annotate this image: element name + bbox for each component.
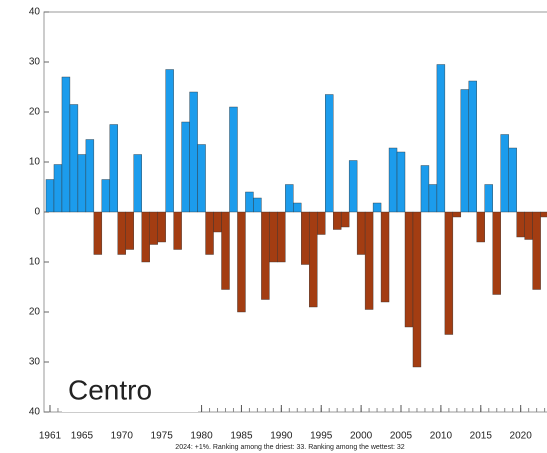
bar [85, 139, 95, 213]
bar [213, 211, 222, 233]
y-tick-label: 30 [29, 57, 41, 68]
bar [317, 211, 326, 235]
x-tick-label: 1961 [39, 431, 62, 442]
bar [476, 211, 485, 243]
bar [468, 80, 477, 213]
bar [348, 160, 358, 213]
y-tick-label: 10 [29, 157, 41, 168]
y-tick-label: 40 [29, 407, 41, 418]
x-tick-label: 1995 [310, 431, 333, 442]
bar [356, 211, 366, 255]
bar [444, 211, 454, 335]
x-tick-label: 2020 [510, 431, 533, 442]
bar [388, 147, 398, 213]
bar [141, 211, 150, 263]
bar [285, 184, 294, 213]
bar [93, 211, 103, 255]
bar [133, 154, 142, 213]
bar [77, 154, 87, 213]
footnote: 2024: +1%. Ranking among the driest: 33.… [175, 444, 405, 451]
bar [197, 144, 206, 213]
bar [293, 202, 302, 213]
bar [325, 94, 334, 213]
bar [309, 211, 318, 308]
bar [101, 179, 111, 213]
bar [221, 211, 230, 290]
x-tick-label: 1985 [230, 431, 253, 442]
bar [109, 124, 118, 213]
bar [540, 211, 547, 218]
x-tick-label: 1965 [71, 431, 94, 442]
bar [61, 76, 71, 213]
x-tick-label: 2010 [430, 431, 453, 442]
x-tick-label: 1980 [190, 431, 213, 442]
bar [460, 89, 470, 213]
bar [181, 121, 190, 213]
bar [149, 211, 158, 245]
bar [380, 211, 390, 303]
bar [500, 134, 509, 213]
bar [261, 211, 270, 300]
y-tick-label: 10 [29, 257, 41, 268]
bar [117, 211, 126, 255]
bar [404, 211, 414, 328]
bar [532, 211, 541, 290]
bar [269, 211, 278, 263]
x-tick-label: 1975 [151, 431, 174, 442]
bar [189, 91, 198, 213]
bar [364, 211, 374, 310]
bar [277, 211, 286, 263]
bar [173, 211, 182, 250]
y-tick-label: 20 [29, 307, 41, 318]
bar [524, 211, 533, 240]
bar [492, 211, 501, 295]
x-tick-label: 1970 [111, 431, 134, 442]
bar [245, 191, 254, 213]
y-tick-label: 30 [29, 357, 41, 368]
bar [53, 164, 63, 213]
region-box [62, 366, 198, 412]
bar [340, 211, 350, 228]
bar [237, 211, 246, 313]
bar [412, 211, 422, 368]
y-tick-label: 40 [29, 7, 41, 18]
bar [332, 211, 342, 230]
bar [69, 104, 79, 213]
bar [516, 211, 525, 238]
bar [484, 184, 493, 213]
bar [165, 69, 174, 213]
bar [45, 179, 55, 213]
region-label: Centro [68, 374, 152, 405]
bar [372, 202, 382, 213]
y-tick-label: 20 [29, 107, 41, 118]
bar [452, 211, 462, 218]
bar [436, 64, 446, 213]
bar [229, 106, 238, 213]
bar [396, 151, 406, 213]
x-tick-label: 2005 [390, 431, 413, 442]
bar [157, 211, 166, 243]
bar [508, 147, 517, 213]
x-tick-label: 2015 [470, 431, 493, 442]
x-tick-label: 1990 [270, 431, 293, 442]
bar [205, 211, 214, 255]
bar [125, 211, 134, 250]
y-tick-label: 0 [34, 207, 40, 218]
bar [301, 211, 310, 265]
bar [420, 165, 430, 213]
bar [253, 197, 262, 213]
bar [428, 184, 438, 213]
x-tick-label: 2000 [350, 431, 373, 442]
